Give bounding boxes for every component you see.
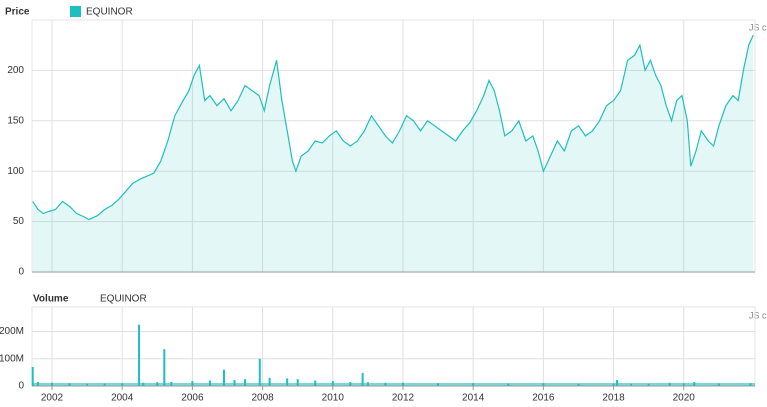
volume-bar	[222, 369, 225, 386]
price-line	[32, 34, 754, 221]
x-tick-label: 2004	[111, 393, 134, 404]
x-tick-label: 2014	[462, 393, 485, 404]
volume-bar	[366, 382, 369, 386]
volume-bar	[384, 382, 387, 386]
volume-bar	[163, 349, 166, 386]
legend-label: EQUINOR	[86, 7, 133, 18]
y-tick-label: 0	[18, 381, 24, 392]
volume-bar	[630, 383, 633, 386]
volume-bar	[286, 378, 289, 386]
x-tick-label: 2008	[251, 393, 274, 404]
x-tick-label: 2020	[673, 393, 696, 404]
plot-frame	[31, 306, 756, 387]
y-tick-label: 50	[13, 216, 25, 227]
volume-bar	[86, 383, 89, 386]
price-title: Price	[5, 7, 30, 18]
y-tick-label: 150	[7, 115, 24, 126]
volume-bar	[68, 383, 71, 386]
legend-swatch	[70, 6, 81, 17]
volume-bar	[717, 383, 720, 386]
volume-bar	[542, 383, 545, 386]
volume-bar	[296, 379, 299, 386]
volume-bar	[693, 381, 696, 386]
volume-bar	[647, 383, 650, 386]
credit: JS c	[749, 310, 767, 320]
x-tick-label: 2018	[602, 393, 625, 404]
volume-bar	[616, 380, 619, 386]
volume-bar	[314, 380, 317, 386]
x-tick-label: 2012	[392, 393, 415, 404]
volume-bar	[577, 383, 580, 386]
y-tick-label: 200	[7, 65, 24, 76]
y-tick-label: 100	[7, 166, 24, 177]
volume-bar	[121, 383, 124, 386]
volume-bar	[233, 380, 236, 386]
volume-bar	[156, 382, 159, 386]
volume-bar	[668, 382, 671, 386]
x-tick-label: 2010	[322, 393, 345, 404]
volume-bar	[331, 381, 334, 386]
volume-bar	[51, 382, 54, 386]
volume-bar	[170, 381, 173, 386]
volume-bar	[208, 380, 211, 386]
volume-bar	[258, 358, 261, 386]
volume-title: Volume	[33, 294, 69, 305]
volume-base	[32, 383, 755, 386]
volume-bar	[142, 382, 145, 386]
area-fill	[32, 35, 754, 272]
volume-bar	[31, 366, 34, 386]
volume-bar	[361, 372, 364, 386]
volume-bar	[472, 383, 475, 386]
volume-bar	[437, 383, 440, 386]
volume-bar	[749, 383, 752, 386]
volume-bar	[401, 382, 404, 386]
volume-bar	[268, 377, 271, 386]
credit: JS c	[749, 22, 767, 32]
x-tick-label: 2006	[181, 393, 204, 404]
volume-bar	[36, 381, 39, 386]
volume-bar	[103, 383, 106, 386]
volume-bar	[507, 383, 510, 386]
volume-bar	[349, 381, 352, 386]
y-tick-label: 0	[18, 267, 24, 278]
y-tick-label: 200M	[0, 326, 24, 337]
x-tick-label: 2016	[532, 393, 555, 404]
volume-bar	[612, 383, 615, 386]
x-tick-label: 2002	[41, 393, 64, 404]
volume-bar	[244, 379, 247, 386]
y-tick-label: 100M	[0, 353, 24, 364]
volume-bar	[191, 381, 194, 386]
legend-label: EQUINOR	[100, 294, 147, 305]
volume-bar	[138, 324, 141, 386]
volume-bar	[682, 383, 685, 386]
